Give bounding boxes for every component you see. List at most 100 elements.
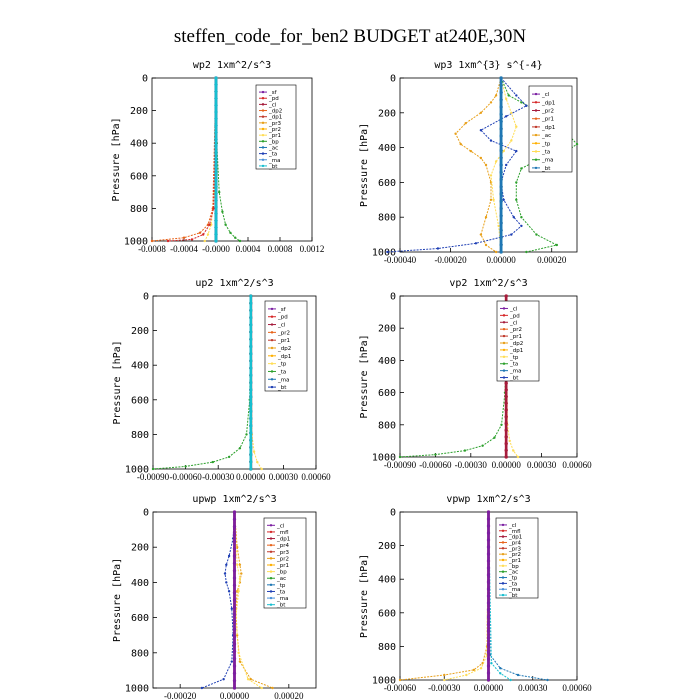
legend: _cl_mfl_dp1_pr4_pr3_pr2_pr1_bp_ac_tp_ta_… xyxy=(495,517,539,599)
series-point xyxy=(214,123,218,128)
series-point xyxy=(238,447,242,450)
legend-label: _pr2 xyxy=(509,327,522,333)
legend-marker xyxy=(502,362,506,365)
x-tick-label: 0.00000 xyxy=(220,691,250,700)
legend-marker xyxy=(269,550,273,553)
y-tick-label: 600 xyxy=(378,608,396,619)
legend-marker xyxy=(261,158,265,161)
legend-marker xyxy=(270,315,274,318)
y-tick-label: 1000 xyxy=(125,684,149,695)
legend: _cl_pd_cl_pr2_pr1_dp2_dp1_tp_ta_ma_bt xyxy=(496,300,540,382)
panel-3: up2 1xm^2/s^3 Pressure [hPa] 0 200 400 600 800… xyxy=(112,278,331,482)
legend-label: _pd xyxy=(277,315,288,321)
legend-label: _cl xyxy=(268,102,277,108)
series-point xyxy=(490,662,493,665)
series-point xyxy=(486,629,491,633)
series-line-dp2 xyxy=(151,77,217,242)
y-tick-label: 600 xyxy=(131,613,149,624)
series-point xyxy=(214,198,218,202)
series-point xyxy=(249,395,253,399)
series-point xyxy=(182,236,186,239)
series-point xyxy=(214,178,218,182)
series-point xyxy=(499,221,503,225)
legend-label: _ma xyxy=(277,377,289,383)
series-point xyxy=(252,450,256,453)
x-tick-label: 0.00000 xyxy=(492,460,522,470)
y-tick-label: 200 xyxy=(131,326,149,337)
legend-marker xyxy=(261,140,265,143)
series-point xyxy=(249,294,253,298)
legend-marker xyxy=(502,327,506,331)
legend-marker xyxy=(502,321,506,324)
series-point xyxy=(232,583,237,587)
legend-marker xyxy=(270,378,274,381)
series-point xyxy=(479,129,483,132)
legend-marker xyxy=(534,166,538,170)
series-point xyxy=(398,678,402,682)
legend-label: _pr1 xyxy=(277,338,290,344)
series-point xyxy=(214,151,218,155)
legend-label: _pr3 xyxy=(268,121,282,127)
legend-box xyxy=(255,84,297,170)
x-tick-label: 0.0008 xyxy=(268,244,293,254)
legend-marker xyxy=(501,558,505,562)
series-point xyxy=(486,608,491,612)
series-point xyxy=(520,216,523,219)
series-point xyxy=(486,552,491,556)
series-point xyxy=(486,601,491,605)
legend-label: _ta xyxy=(268,152,277,158)
series-point xyxy=(232,547,237,551)
legend-marker xyxy=(534,133,538,137)
series-point xyxy=(486,643,491,647)
series-point xyxy=(214,117,218,121)
legend-marker xyxy=(261,103,265,106)
series-point xyxy=(499,228,503,232)
legend-label: _ta xyxy=(541,150,550,156)
y-tick-label: 1000 xyxy=(372,676,396,687)
series-point xyxy=(249,344,253,349)
series-point xyxy=(232,664,237,668)
series-point xyxy=(256,460,259,464)
series-point xyxy=(504,408,508,412)
legend-label: _ma xyxy=(276,596,288,602)
series-point xyxy=(499,127,503,131)
legend-label: _tp xyxy=(509,355,519,361)
series-point xyxy=(236,563,239,566)
legend-marker xyxy=(501,564,505,568)
series-point xyxy=(214,164,218,168)
legend-label: _dp2 xyxy=(277,346,291,352)
series-point xyxy=(222,678,225,681)
series-point xyxy=(151,467,155,471)
series-point xyxy=(249,337,253,341)
plot-frame xyxy=(399,77,578,253)
series-point xyxy=(232,649,237,653)
series-point xyxy=(499,90,503,95)
series-point xyxy=(515,125,518,128)
x-tick-label: -0.0000 xyxy=(202,244,230,254)
series-point xyxy=(214,171,218,175)
x-tick-label: 0.00000 xyxy=(474,683,504,693)
series-point xyxy=(232,532,237,536)
series-point xyxy=(499,206,503,211)
legend-marker xyxy=(501,588,505,591)
series-point xyxy=(486,566,491,570)
series-point xyxy=(486,636,491,640)
series-point xyxy=(479,156,483,160)
legend-label: _mfl xyxy=(508,529,521,535)
legend-label: _ac xyxy=(276,576,286,582)
legend-label: _ta xyxy=(509,362,518,368)
series-point xyxy=(499,119,503,124)
series-point xyxy=(494,160,498,163)
series-point xyxy=(454,132,457,135)
series-point xyxy=(200,686,204,690)
legend-label: _dp1 xyxy=(276,537,290,543)
series-point xyxy=(249,402,253,406)
legend-label: _tp xyxy=(508,576,518,582)
series-line-pr1 xyxy=(490,77,517,253)
x-tick-label: 0.00060 xyxy=(562,460,592,470)
series-point xyxy=(260,686,263,690)
y-tick-label: 200 xyxy=(378,324,396,335)
series-point xyxy=(494,250,498,254)
x-tick-label: -0.00090 xyxy=(137,472,170,482)
series-point xyxy=(249,438,253,442)
